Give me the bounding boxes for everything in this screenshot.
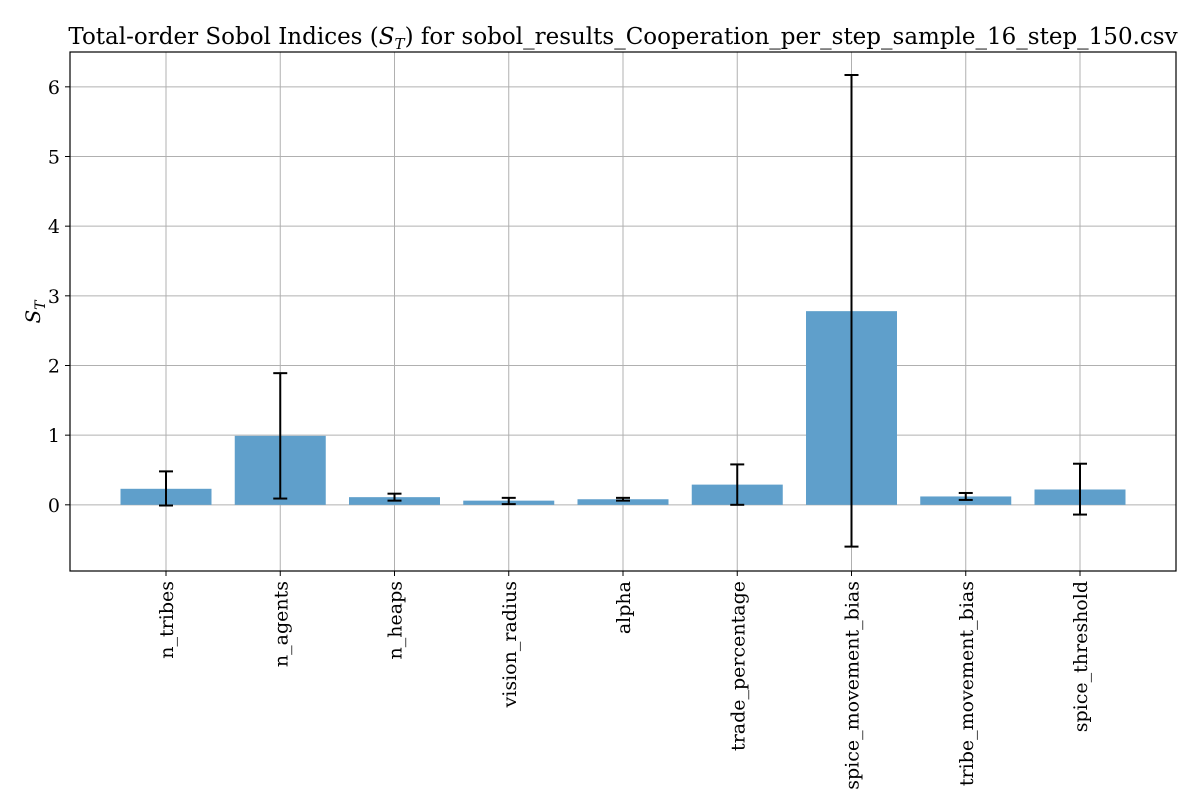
x-tick-label-n_tribes: n_tribes bbox=[156, 581, 178, 659]
y-tick-label-4: 4 bbox=[48, 216, 60, 238]
error-bar-spice_threshold bbox=[1073, 462, 1087, 516]
bar-alpha bbox=[577, 499, 669, 505]
error-bar-n_heaps bbox=[387, 492, 402, 502]
x-tick-label-n_heaps: n_heaps bbox=[385, 581, 407, 659]
error-bar-trade_percentage bbox=[730, 463, 745, 506]
title-subscript: T bbox=[395, 35, 406, 53]
title-text-a: Total-order Sobol Indices ( bbox=[68, 24, 378, 50]
y-tick-label-6: 6 bbox=[48, 77, 60, 99]
x-tick-label-alpha: alpha bbox=[613, 581, 635, 634]
error-bar-spice_movement_bias bbox=[844, 73, 859, 548]
y-tick-label-3: 3 bbox=[48, 286, 60, 308]
title-symbol: S bbox=[379, 24, 395, 50]
y-tick-label-1: 1 bbox=[48, 425, 60, 447]
title-text-b: ) for sobol_results_Cooperation_per_step… bbox=[405, 24, 1178, 50]
x-tick-label-n_agents: n_agents bbox=[270, 581, 292, 667]
error-bar-n_tribes bbox=[159, 470, 173, 507]
x-tick-label-spice_movement_bias: spice_movement_bias bbox=[842, 581, 864, 790]
chart-title: Total-order Sobol Indices (ST) for sobol… bbox=[68, 24, 1177, 53]
y-tick-label-0: 0 bbox=[48, 495, 60, 517]
y-axis-label: ST bbox=[21, 299, 49, 324]
ylabel-subscript: T bbox=[33, 299, 49, 310]
x-tick-label-tribe_movement_bias: tribe_movement_bias bbox=[956, 581, 978, 786]
error-bar-vision_radius bbox=[501, 496, 516, 506]
x-tick-label-spice_threshold: spice_threshold bbox=[1070, 581, 1092, 732]
y-tick-label-2: 2 bbox=[48, 355, 60, 377]
ylabel-symbol: S bbox=[21, 310, 45, 324]
y-axis-ticks: 0 1 2 3 4 5 6 bbox=[48, 77, 70, 517]
error-bar-tribe_movement_bias bbox=[958, 491, 973, 501]
error-bar-n_agents bbox=[273, 372, 288, 500]
error-bar-alpha bbox=[616, 496, 630, 502]
x-tick-label-trade_percentage: trade_percentage bbox=[727, 581, 749, 751]
y-tick-label-5: 5 bbox=[48, 146, 60, 168]
x-tick-label-vision_radius: vision_radius bbox=[499, 581, 521, 708]
x-axis-ticks: n_tribes n_agents n_heaps vision_radius alph… bbox=[156, 571, 1092, 790]
plot-frame bbox=[69, 51, 1177, 572]
error-bars bbox=[159, 73, 1087, 548]
